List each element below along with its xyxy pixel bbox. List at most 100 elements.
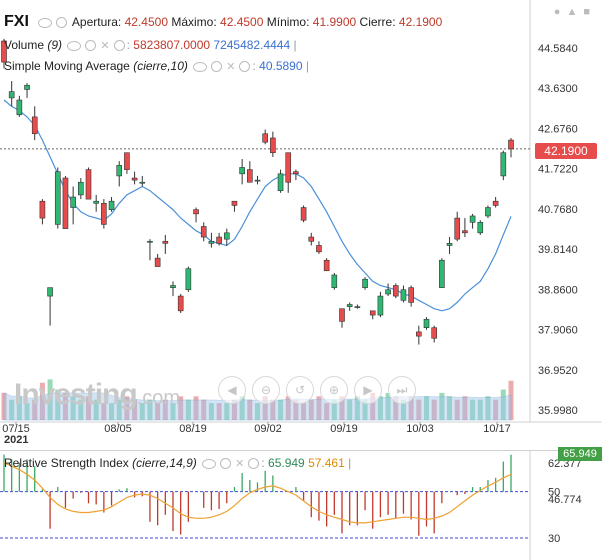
candle-body [331, 274, 338, 288]
date-tick-label: 09/02 [254, 423, 282, 435]
volume-bar [316, 396, 322, 420]
candle-body [185, 268, 192, 291]
volume-value: 5823807.0000 [133, 38, 211, 52]
candle-body [323, 259, 330, 272]
eye-icon[interactable] [67, 40, 82, 51]
volume-bar [162, 399, 168, 420]
volume-bar [24, 403, 30, 420]
volume-bar [385, 392, 391, 420]
volume-bar [301, 403, 307, 420]
candle-body [139, 181, 146, 184]
volume-bar [354, 396, 360, 420]
volume-param: (9) [47, 38, 63, 52]
volume-bar [201, 399, 207, 420]
candle-body [454, 217, 461, 240]
volume-bar [508, 380, 514, 420]
price-tick-label: 38.8600 [538, 284, 578, 296]
close-icon[interactable]: ✕ [235, 458, 245, 471]
volume-bar [86, 396, 91, 420]
settings-icon[interactable] [113, 40, 125, 52]
lock-icon[interactable]: ■ [583, 6, 596, 18]
volume-bar [109, 403, 115, 420]
settings-icon[interactable] [239, 61, 251, 73]
volume-bar [1, 392, 7, 420]
candle-body [47, 287, 53, 297]
candle-body [462, 230, 468, 234]
volume-bar [347, 399, 353, 420]
close-icon[interactable]: ✕ [100, 40, 110, 53]
price-tick-label: 41.7220 [538, 164, 578, 176]
date-tick-label: 09/19 [330, 423, 358, 435]
candle-body [285, 152, 292, 183]
close-label: Cierre: [359, 15, 396, 29]
gear-icon[interactable] [85, 40, 97, 52]
rsi-tick-label: 62.377 [548, 458, 582, 470]
volume-bar [408, 396, 414, 420]
candle-body [162, 240, 169, 244]
candle-body [62, 177, 69, 229]
price-tick-label: 35.9980 [538, 405, 578, 417]
volume-bar [308, 399, 314, 420]
settings-icon[interactable]: ● [553, 6, 567, 18]
eye-icon[interactable] [202, 458, 217, 469]
alert-icon[interactable]: ▲ [566, 6, 584, 18]
volume-bar [424, 396, 429, 420]
candle-body [177, 295, 184, 312]
candle-body [154, 257, 161, 267]
candle-body [416, 331, 422, 337]
sma-line [3, 99, 512, 312]
price-tick-label: 43.6300 [538, 83, 578, 95]
zoom-in-icon[interactable]: ⊕ [320, 376, 348, 404]
candle-body [85, 169, 92, 200]
volume-bar [47, 379, 53, 420]
arrow-left-icon[interactable]: ◀ [218, 376, 246, 404]
volume-bar [193, 396, 199, 420]
rsi-label: Relative Strength Index [4, 456, 129, 470]
volume-bar [485, 396, 491, 420]
candle-body [93, 200, 99, 204]
candle-body [277, 173, 284, 191]
price-chart[interactable]: 44.5840 43.6300 42.6760 41.7220 40.7680 39.81… [0, 0, 602, 450]
candle-body [500, 152, 507, 177]
candle-body [247, 169, 253, 183]
back-to-end-icon[interactable]: ⏭ [388, 376, 416, 404]
eye-icon[interactable] [193, 61, 208, 72]
close-icon[interactable]: ✕ [226, 61, 236, 74]
gear-icon[interactable] [56, 17, 68, 29]
eye-icon[interactable] [38, 17, 53, 28]
reset-icon[interactable]: ↺ [286, 376, 314, 404]
volume-bar [293, 399, 299, 420]
zoom-out-icon[interactable]: ⊖ [252, 376, 280, 404]
candle-body [392, 285, 399, 297]
candle-body [477, 221, 484, 234]
candle-body [492, 200, 499, 206]
settings-icon[interactable] [248, 458, 260, 470]
volume-bar [331, 399, 337, 420]
candle-body [147, 240, 153, 243]
volume-bar [216, 403, 222, 420]
volume-bar [454, 399, 460, 420]
candle-body [24, 84, 30, 90]
price-tick-label: 37.9060 [538, 325, 578, 337]
candle-body [193, 209, 199, 215]
candle-body [124, 152, 130, 170]
volume-bar [155, 403, 161, 420]
symbol-title[interactable]: FXI [4, 13, 29, 30]
candle-body [508, 139, 514, 150]
volume-bar [231, 399, 237, 420]
volume-bar [431, 399, 437, 420]
gear-icon[interactable] [220, 458, 232, 470]
open-label: Apertura: [71, 15, 122, 29]
candle-body [70, 196, 76, 208]
top-right-icons: ●▲■ [554, 6, 596, 18]
arrow-right-icon[interactable]: ▶ [354, 376, 382, 404]
candle-body [1, 40, 7, 63]
candle-body [362, 278, 368, 288]
volume-bar [377, 396, 383, 420]
gear-icon[interactable] [211, 61, 223, 73]
volume-bar [178, 396, 184, 420]
investing-logo: Investing.com [14, 378, 181, 411]
volume-bar [255, 403, 260, 420]
candle-body [469, 215, 476, 223]
